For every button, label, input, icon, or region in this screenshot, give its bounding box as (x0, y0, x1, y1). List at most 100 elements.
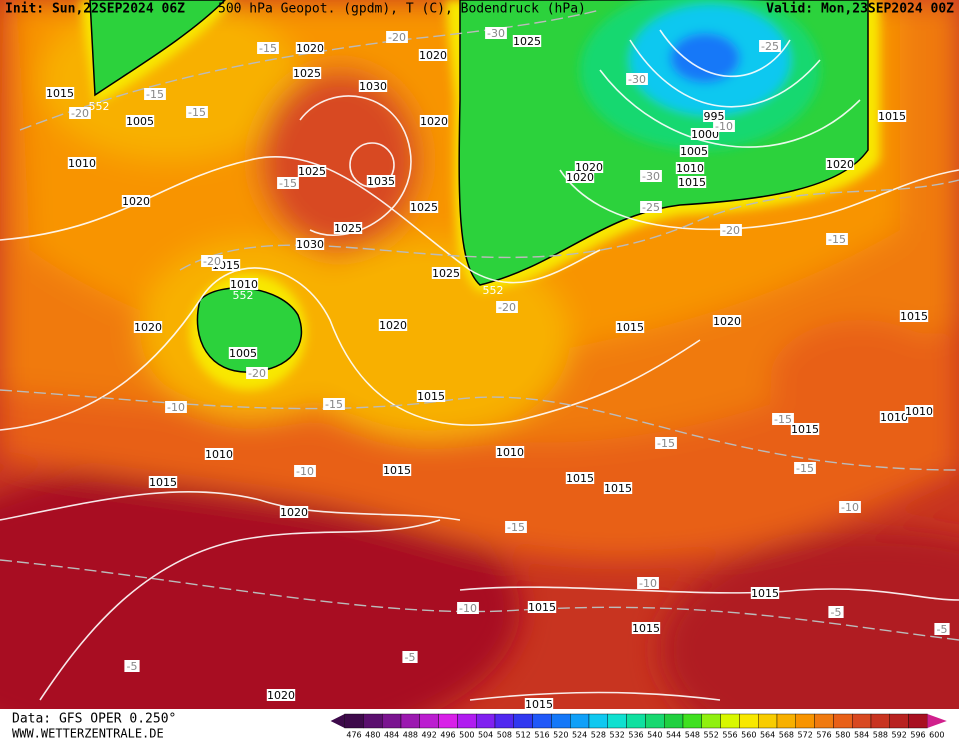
legend-swatch (908, 713, 928, 729)
temperature-label-box (144, 88, 166, 100)
temperature-label-box (934, 623, 950, 635)
temperature-label: -10 (715, 120, 733, 133)
temperature-label-box (165, 401, 187, 413)
pressure-label: 1015 (528, 601, 556, 614)
legend-level: 516 (534, 731, 549, 740)
pressure-label: 1020 (575, 161, 603, 174)
legend-swatch (833, 713, 853, 729)
legend-swatch (570, 713, 590, 729)
legend-swatch (457, 713, 477, 729)
legend-level: 552 (704, 731, 719, 740)
isobars (0, 29, 959, 701)
pressure-label: 1025 (513, 35, 541, 48)
temperature-label: -30 (628, 73, 646, 86)
legend-level: 524 (572, 731, 587, 740)
temperature-label: -20 (248, 367, 266, 380)
legend-swatch (870, 713, 890, 729)
pressure-label: 1025 (298, 165, 326, 178)
pressure-label-box (297, 165, 327, 177)
temperature-label-box (246, 367, 268, 379)
legend-swatch (344, 713, 364, 729)
legend-level: 488 (403, 731, 418, 740)
pressure-label: 1035 (367, 175, 395, 188)
legend-level: 496 (440, 731, 455, 740)
legend-swatch (682, 713, 702, 729)
legend-level: 512 (516, 731, 531, 740)
legend-swatch (382, 713, 402, 729)
temperature-label-box (277, 177, 299, 189)
legend-level: 580 (835, 731, 850, 740)
pressure-label: 1020 (280, 506, 308, 519)
temperature-label-box (386, 31, 408, 43)
pressure-label: 1025 (334, 222, 362, 235)
pressure-label-box (358, 80, 388, 92)
temperature-label-box (201, 255, 223, 267)
website: WWW.WETTERZENTRALE.DE (12, 727, 164, 741)
temperature-label-box (294, 465, 316, 477)
temperature-label-box (124, 660, 140, 672)
isotherms (0, 9, 959, 641)
pressure-label-box (790, 423, 820, 435)
pressure-label-box (266, 689, 296, 701)
color-legend: 476 480 484 488 492 496 500 504 508 512 516 520 524 5… (330, 713, 947, 740)
temperature-label-box (720, 224, 742, 236)
legend-level: 572 (798, 731, 813, 740)
temperature-label: -20 (498, 301, 516, 314)
pressure-label: 1020 (566, 171, 594, 184)
legend-level: 520 (553, 731, 568, 740)
temperature-label-box (759, 40, 781, 52)
pressure-label-box (877, 110, 907, 122)
pressure-label-box (148, 476, 178, 488)
pressure-label-box (524, 698, 554, 710)
pressure-label: 1020 (419, 49, 447, 62)
temperature-label: -30 (487, 27, 505, 40)
temperature-label: -25 (761, 40, 779, 53)
pressure-label: 1010 (676, 162, 704, 175)
pressure-label-box (295, 42, 325, 54)
pressure-label: 1015 (751, 587, 779, 600)
pressure-label-box (229, 278, 259, 290)
pressure-label-box (292, 67, 322, 79)
legend-swatch (513, 713, 533, 729)
temperature-label-box (826, 233, 848, 245)
legend-swatch (400, 713, 420, 729)
pressure-label-box (204, 448, 234, 460)
pressure-label-box (825, 158, 855, 170)
pressure-label: 1015 (525, 698, 553, 711)
legend-level: 588 (873, 731, 888, 740)
legend-level: 540 (647, 731, 662, 740)
legend-swatch (494, 713, 514, 729)
pressure-label: 1015 (383, 464, 411, 477)
legend-swatch (758, 713, 778, 729)
legend-level: 504 (478, 731, 493, 740)
temperature-label: -15 (146, 88, 164, 101)
pressure-label-box (615, 321, 645, 333)
pressure-label: 1010 (905, 405, 933, 418)
legend-swatch (852, 713, 872, 729)
data-source: Data: GFS OPER 0.250° (12, 712, 176, 727)
pressure-label: 1000 (691, 128, 719, 141)
temperature-label: -15 (188, 106, 206, 119)
legend-swatch (645, 713, 665, 729)
legend-level: 544 (666, 731, 681, 740)
temperature-label-box (655, 437, 677, 449)
temperature-label: -5 (127, 660, 138, 673)
legend-level: 560 (741, 731, 756, 740)
pressure-label-box (899, 310, 929, 322)
legend-level: 576 (816, 731, 831, 740)
pressure-label-box (121, 195, 151, 207)
legend-swatch (419, 713, 439, 729)
pressure-label-box (378, 319, 408, 331)
pressure-label: 1025 (410, 201, 438, 214)
temperature-label: -15 (657, 437, 675, 450)
legend-arrow-left (330, 714, 345, 728)
pressure-label: 1010 (496, 446, 524, 459)
pressure-label-box (565, 472, 595, 484)
pressure-label-box (67, 157, 97, 169)
pressure-label: 995 (704, 110, 725, 123)
pressure-label: 1010 (205, 448, 233, 461)
pressure-label-box (904, 405, 934, 417)
pressure-label: 1010 (230, 278, 258, 291)
pressure-label-box (279, 506, 309, 518)
